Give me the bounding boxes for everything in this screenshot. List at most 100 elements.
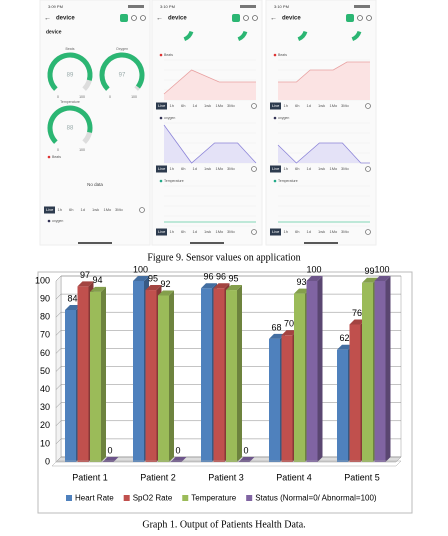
range-button[interactable]: 1wk — [204, 166, 211, 171]
range-button[interactable]: Live — [46, 207, 54, 212]
device-icon[interactable] — [120, 14, 128, 22]
refresh-icon[interactable] — [251, 166, 257, 172]
range-button[interactable]: 6h — [295, 103, 299, 108]
y-tick-label: 30 — [40, 402, 50, 412]
range-button[interactable]: 6h — [181, 166, 185, 171]
panel-label: Temperature — [278, 179, 298, 183]
range-button[interactable]: Live — [158, 229, 166, 234]
range-button[interactable]: 1d — [307, 166, 311, 171]
range-button[interactable]: 1h — [284, 229, 288, 234]
range-button[interactable]: 1Mo — [104, 207, 113, 212]
value-label: 62 — [339, 333, 349, 343]
range-button[interactable]: 3Mo — [227, 103, 236, 108]
y-tick-label: 0 — [45, 456, 50, 466]
range-button[interactable]: 1Mo — [216, 166, 225, 171]
range-button[interactable]: 1d — [307, 103, 311, 108]
range-button[interactable]: 1Mo — [330, 166, 339, 171]
range-button[interactable]: Live — [272, 166, 280, 171]
refresh-icon[interactable] — [365, 103, 371, 109]
range-button[interactable]: 6h — [295, 229, 299, 234]
refresh-icon[interactable] — [365, 229, 371, 235]
bell-icon[interactable] — [243, 15, 249, 21]
y-tick-label: 40 — [40, 384, 50, 394]
range-button[interactable]: 1Mo — [216, 229, 225, 234]
range-button[interactable]: 1d — [81, 207, 85, 212]
bar — [90, 291, 101, 462]
range-button[interactable]: 1Mo — [330, 229, 339, 234]
bar-top — [213, 283, 230, 289]
phone-screen — [151, 0, 263, 246]
range-button[interactable]: Live — [272, 103, 280, 108]
range-button[interactable]: 1wk — [204, 229, 211, 234]
graph-caption: Graph 1. Output of Patients Health Data. — [142, 519, 305, 530]
range-button[interactable]: Live — [158, 166, 166, 171]
range-button[interactable]: 6h — [295, 166, 299, 171]
bar-top — [362, 277, 378, 283]
value-label: 96 — [216, 272, 226, 282]
bell-icon[interactable] — [131, 15, 137, 21]
range-button[interactable]: 6h — [69, 207, 73, 212]
back-arrow[interactable]: ← — [44, 15, 51, 22]
refresh-icon[interactable] — [251, 229, 257, 235]
back-arrow[interactable]: ← — [156, 15, 163, 22]
y-tick-label: 100 — [35, 275, 50, 285]
refresh-icon[interactable] — [139, 207, 145, 213]
device-name: device — [56, 16, 75, 22]
y-tick-label: 60 — [40, 348, 50, 358]
range-button[interactable]: 3Mo — [227, 229, 236, 234]
range-button[interactable]: 3Mo — [341, 166, 350, 171]
range-button[interactable]: 1Mo — [330, 103, 339, 108]
bar — [213, 288, 225, 462]
device-icon[interactable] — [346, 14, 354, 22]
info-icon[interactable] — [140, 15, 146, 21]
info-icon[interactable] — [366, 15, 372, 21]
range-button[interactable]: Live — [272, 229, 280, 234]
range-button[interactable]: 1wk — [318, 103, 325, 108]
range-button[interactable]: 1h — [284, 166, 288, 171]
no-data: No data — [87, 182, 103, 187]
range-button[interactable]: 1h — [170, 166, 174, 171]
gauge-value: 97 — [119, 73, 126, 79]
range-button[interactable]: 1d — [307, 229, 311, 234]
refresh-icon[interactable] — [365, 166, 371, 172]
range-button[interactable]: Live — [158, 103, 166, 108]
range-button[interactable]: 1wk — [92, 207, 99, 212]
range-button[interactable]: 6h — [181, 229, 185, 234]
legend-label: SpO2 Rate — [133, 494, 173, 503]
range-button[interactable]: 1wk — [318, 229, 325, 234]
range-button[interactable]: 1d — [193, 103, 197, 108]
range-button[interactable]: 1h — [170, 229, 174, 234]
gauge-arc — [99, 52, 145, 91]
range-button[interactable]: 1wk — [204, 103, 211, 108]
range-button[interactable]: 6h — [181, 103, 185, 108]
device-icon[interactable] — [232, 14, 240, 22]
range-button[interactable]: 3Mo — [341, 229, 350, 234]
range-button[interactable]: 1wk — [318, 166, 325, 171]
gauge-partial — [237, 30, 248, 42]
range-button[interactable]: 3Mo — [115, 207, 124, 212]
panel-line — [163, 69, 256, 95]
panel-label: oxygen — [164, 116, 175, 120]
bar — [306, 281, 318, 462]
figure-caption: Figure 9. Sensor values on application — [147, 252, 300, 263]
range-button[interactable]: 3Mo — [341, 103, 350, 108]
range-button[interactable]: 1h — [58, 207, 62, 212]
panel-label: Beats — [164, 53, 173, 57]
range-button[interactable]: 1h — [284, 103, 288, 108]
info-icon[interactable] — [252, 15, 258, 21]
range-button[interactable]: 1d — [193, 229, 197, 234]
range-button[interactable]: 1h — [170, 103, 174, 108]
panel-area — [278, 62, 370, 100]
x-tick-label: Patient 5 — [344, 472, 380, 482]
bell-icon[interactable] — [357, 15, 363, 21]
range-button[interactable]: 3Mo — [227, 166, 236, 171]
legend-dot — [159, 179, 163, 183]
range-button[interactable]: 1Mo — [216, 103, 225, 108]
bar-side — [101, 286, 106, 462]
refresh-icon[interactable] — [251, 103, 257, 109]
panel-area — [278, 143, 370, 163]
device-name: device — [168, 16, 187, 22]
y-tick-label: 90 — [40, 293, 50, 303]
back-arrow[interactable]: ← — [270, 15, 277, 22]
range-button[interactable]: 1d — [193, 166, 197, 171]
